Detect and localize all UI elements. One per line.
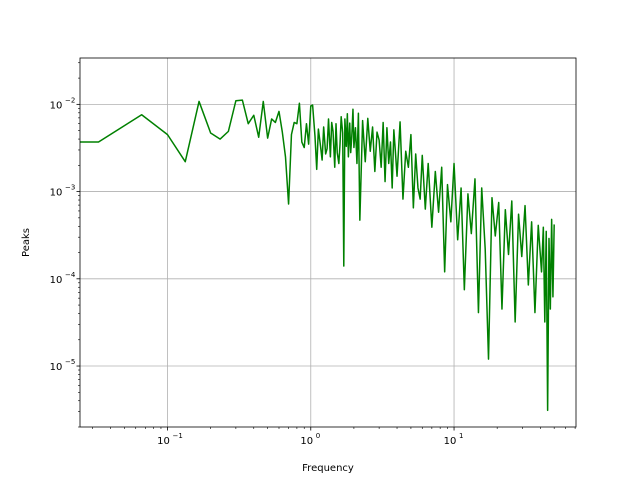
- y-tick-label: 10: [50, 100, 63, 111]
- y-tick-label: 10: [50, 188, 63, 199]
- x-tick-label: 10: [157, 436, 170, 447]
- x-tick-label: 10: [444, 436, 457, 447]
- x-axis-label: Frequency: [302, 463, 354, 474]
- axis-ticks: 10 −1 10 0 10 110 −510 −410 −310 −2: [50, 62, 576, 447]
- y-axis-label: Peaks: [21, 228, 32, 257]
- series-line-peaks: [80, 99, 555, 412]
- y-tick-exponent: −4: [65, 271, 76, 279]
- y-tick-exponent: −2: [65, 96, 75, 104]
- y-tick-exponent: −3: [65, 184, 75, 192]
- series-layer: [80, 99, 555, 412]
- y-tick-label: 10: [50, 275, 63, 286]
- y-tick-label: 10: [50, 362, 63, 373]
- plot-frame: [79, 57, 577, 428]
- grid: [80, 58, 576, 427]
- x-tick-exponent: −1: [173, 432, 183, 440]
- x-tick-label: 10: [300, 436, 313, 447]
- x-tick-exponent: 0: [316, 432, 320, 440]
- x-tick-exponent: 1: [459, 432, 463, 440]
- y-tick-exponent: −5: [65, 358, 75, 366]
